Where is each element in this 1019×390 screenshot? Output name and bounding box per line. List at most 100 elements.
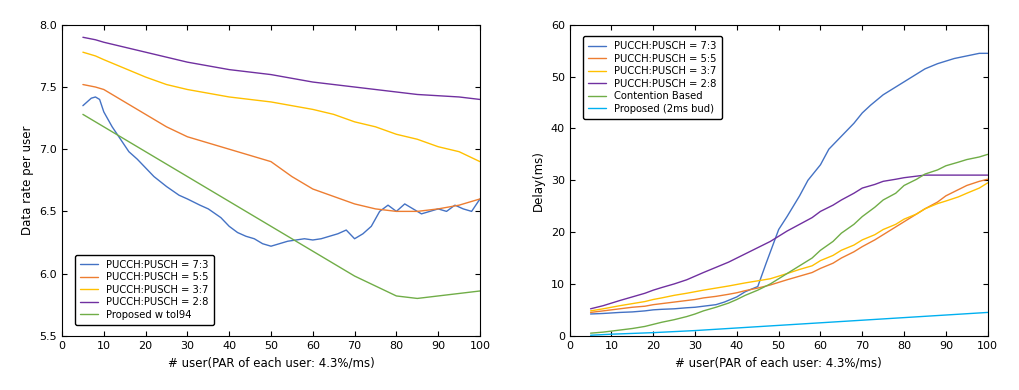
Contention Based (973, 154, 985, 159)
PUCCH:PUSCH = 7:3 (697, 304, 709, 308)
PUCCH:PUSCH = 3:7 (973, 186, 985, 190)
PUCCH:PUSCH = 7:3 (898, 80, 910, 84)
Proposed w tol94 (90, 119, 102, 124)
PUCCH:PUSCH = 3:7 (327, 112, 339, 117)
Contention Based (710, 305, 722, 310)
Contention Based (605, 329, 618, 333)
Proposed w tol94 (307, 249, 319, 254)
PUCCH:PUSCH = 3:7 (285, 103, 298, 108)
PUCCH:PUSCH = 7:3 (710, 302, 722, 307)
PUCCH:PUSCH = 2:8 (940, 173, 952, 177)
Proposed (2ms bud) (772, 323, 785, 328)
PUCCH:PUSCH = 7:3 (407, 207, 419, 211)
PUCCH:PUSCH = 5:5 (585, 310, 597, 315)
PUCCH:PUSCH = 5:5 (307, 187, 319, 191)
PUCCH:PUSCH = 2:8 (722, 260, 735, 264)
PUCCH:PUSCH = 5:5 (973, 179, 985, 184)
PUCCH:PUSCH = 2:8 (585, 307, 597, 311)
PUCCH:PUSCH = 2:8 (597, 303, 609, 308)
PUCCH:PUSCH = 3:7 (981, 181, 994, 185)
PUCCH:PUSCH = 3:7 (848, 243, 860, 247)
PUCCH:PUSCH = 3:7 (118, 66, 130, 71)
Contention Based (794, 264, 806, 268)
Proposed (2ms bud) (731, 326, 743, 330)
PUCCH:PUSCH = 3:7 (940, 199, 952, 203)
PUCCH:PUSCH = 7:3 (655, 307, 667, 312)
PUCCH:PUSCH = 3:7 (689, 289, 701, 294)
PUCCH:PUSCH = 7:3 (877, 92, 890, 97)
PUCCH:PUSCH = 7:3 (597, 311, 609, 316)
PUCCH:PUSCH = 7:3 (202, 207, 214, 211)
PUCCH:PUSCH = 2:8 (764, 239, 776, 244)
Contention Based (856, 214, 868, 219)
PUCCH:PUSCH = 5:5 (961, 183, 973, 188)
PUCCH:PUSCH = 5:5 (647, 302, 659, 307)
Contention Based (814, 248, 826, 253)
PUCCH:PUSCH = 2:8 (453, 95, 466, 99)
PUCCH:PUSCH = 7:3 (605, 310, 618, 315)
PUCCH:PUSCH = 5:5 (940, 193, 952, 198)
PUCCH:PUSCH = 7:3 (239, 234, 252, 239)
PUCCH:PUSCH = 7:3 (194, 203, 206, 207)
Contention Based (781, 271, 793, 276)
PUCCH:PUSCH = 2:8 (836, 198, 848, 202)
PUCCH:PUSCH = 5:5 (710, 294, 722, 299)
PUCCH:PUSCH = 5:5 (627, 305, 639, 310)
PUCCH:PUSCH = 3:7 (731, 282, 743, 287)
Contention Based (689, 312, 701, 316)
PUCCH:PUSCH = 7:3 (961, 53, 973, 58)
PUCCH:PUSCH = 5:5 (826, 261, 839, 266)
PUCCH:PUSCH = 2:8 (890, 177, 902, 182)
PUCCH:PUSCH = 5:5 (890, 225, 902, 229)
PUCCH:PUSCH = 5:5 (856, 244, 868, 249)
PUCCH:PUSCH = 2:8 (627, 294, 639, 299)
PUCCH:PUSCH = 3:7 (474, 159, 486, 164)
PUCCH:PUSCH = 3:7 (919, 206, 931, 211)
PUCCH:PUSCH = 5:5 (369, 207, 381, 211)
PUCCH:PUSCH = 3:7 (223, 95, 235, 99)
Legend: PUCCH:PUSCH = 7:3, PUCCH:PUSCH = 5:5, PUCCH:PUSCH = 3:7, PUCCH:PUSCH = 2:8, Prop: PUCCH:PUSCH = 7:3, PUCCH:PUSCH = 5:5, PU… (75, 255, 214, 324)
PUCCH:PUSCH = 7:3 (416, 211, 428, 216)
PUCCH:PUSCH = 2:8 (348, 85, 361, 89)
X-axis label: # user(PAR of each user: 4.3%/ms): # user(PAR of each user: 4.3%/ms) (676, 356, 882, 369)
PUCCH:PUSCH = 2:8 (432, 93, 444, 98)
PUCCH:PUSCH = 7:3 (440, 209, 452, 214)
PUCCH:PUSCH = 2:8 (848, 191, 860, 196)
PUCCH:PUSCH = 5:5 (202, 141, 214, 145)
PUCCH:PUSCH = 3:7 (869, 232, 881, 237)
Proposed w tol94 (432, 294, 444, 298)
Contention Based (806, 256, 818, 261)
PUCCH:PUSCH = 2:8 (668, 282, 681, 286)
Proposed w tol94 (244, 211, 256, 216)
Y-axis label: Data rate per user: Data rate per user (20, 126, 34, 235)
PUCCH:PUSCH = 2:8 (76, 35, 89, 40)
Contention Based (764, 282, 776, 286)
Proposed w tol94 (327, 261, 339, 266)
Line: PUCCH:PUSCH = 7:3: PUCCH:PUSCH = 7:3 (83, 97, 480, 246)
Y-axis label: Delay(ms): Delay(ms) (532, 150, 545, 211)
Contention Based (940, 163, 952, 168)
PUCCH:PUSCH = 5:5 (285, 174, 298, 179)
PUCCH:PUSCH = 7:3 (822, 147, 835, 152)
PUCCH:PUSCH = 7:3 (181, 197, 194, 201)
PUCCH:PUSCH = 3:7 (432, 144, 444, 149)
Contention Based (627, 326, 639, 331)
PUCCH:PUSCH = 3:7 (639, 299, 651, 304)
PUCCH:PUSCH = 3:7 (613, 303, 626, 308)
PUCCH:PUSCH = 2:8 (265, 72, 277, 77)
PUCCH:PUSCH = 2:8 (752, 245, 764, 250)
PUCCH:PUSCH = 5:5 (432, 207, 444, 211)
PUCCH:PUSCH = 5:5 (781, 277, 793, 282)
PUCCH:PUSCH = 5:5 (327, 194, 339, 199)
PUCCH:PUSCH = 3:7 (453, 149, 466, 154)
PUCCH:PUSCH = 2:8 (794, 222, 806, 227)
PUCCH:PUSCH = 3:7 (961, 191, 973, 196)
PUCCH:PUSCH = 2:8 (390, 90, 403, 94)
PUCCH:PUSCH = 7:3 (90, 95, 102, 99)
PUCCH:PUSCH = 2:8 (814, 209, 826, 214)
PUCCH:PUSCH = 3:7 (668, 293, 681, 298)
Proposed (2ms bud) (647, 330, 659, 335)
PUCCH:PUSCH = 2:8 (739, 252, 751, 256)
PUCCH:PUSCH = 5:5 (348, 202, 361, 206)
PUCCH:PUSCH = 5:5 (453, 203, 466, 207)
